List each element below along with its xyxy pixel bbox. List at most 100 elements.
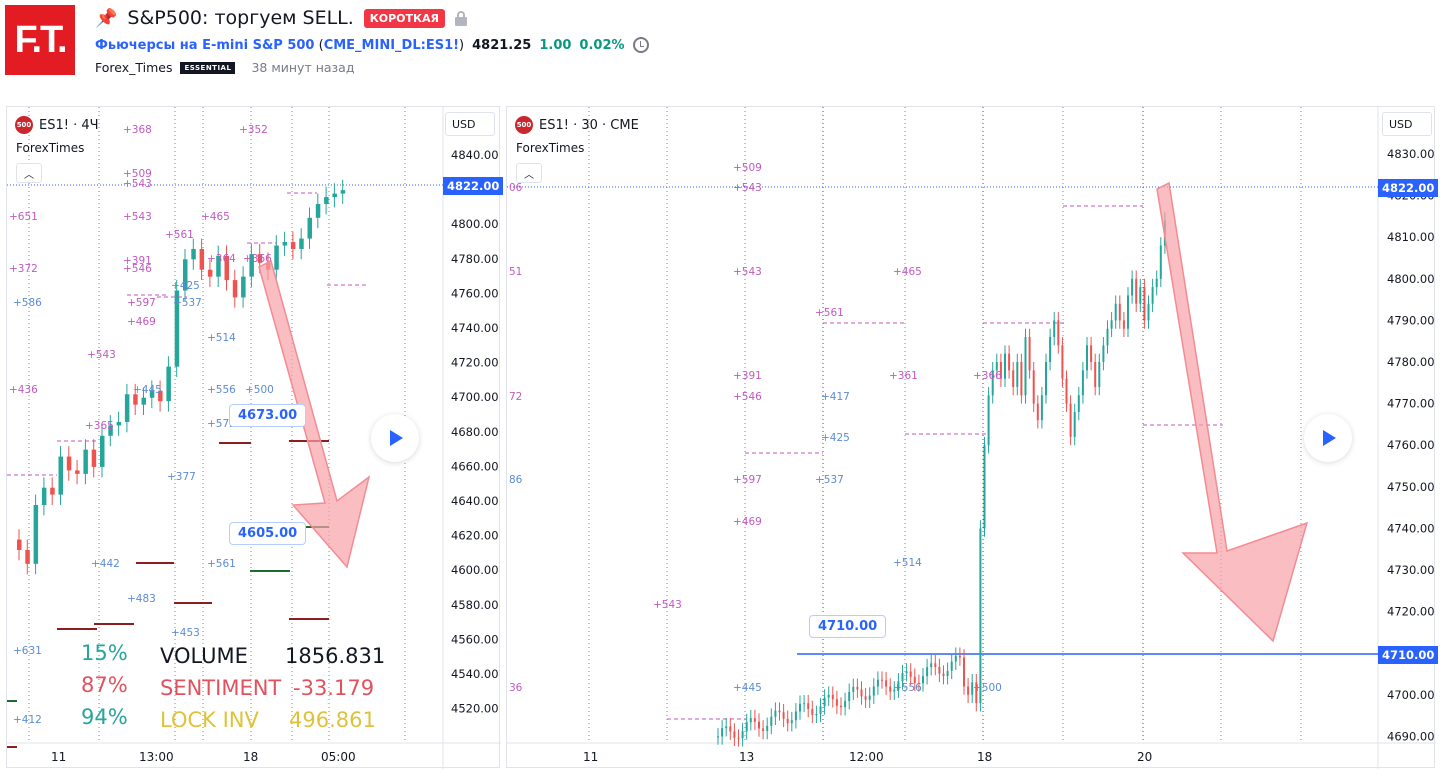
candle-body (100, 435, 105, 467)
y-tick-label: 4600.00 (451, 563, 499, 577)
candle-body (831, 694, 834, 700)
left-indicator-name[interactable]: ForexTimes (16, 141, 85, 155)
candle-body (766, 725, 769, 731)
candle-body (889, 686, 892, 692)
volume-annotation: +537 (173, 297, 202, 309)
stat-pct-2: 87% (81, 673, 128, 697)
short-badge: КОРОТКАЯ (363, 8, 446, 28)
candle-body (753, 718, 756, 722)
volume-annotation: +561 (207, 558, 236, 570)
candle-body (930, 663, 933, 668)
left-currency-button[interactable]: USD (445, 112, 495, 136)
alarm-clock-icon[interactable] (632, 37, 649, 53)
volume-annotation: +572 (207, 418, 236, 430)
candle-body (1118, 303, 1121, 321)
left-play-button[interactable] (371, 414, 419, 462)
y-tick-label: 4690.00 (1387, 729, 1435, 743)
candle-body (216, 255, 221, 277)
volume-annotation: +651 (9, 211, 38, 223)
right-chart-canvas[interactable]: +509 +543 06 51 +543 +465 +561 +391 +361 +366 72 +5… (507, 107, 1436, 769)
candle-body (803, 703, 806, 705)
volume-annotation: +561 (165, 229, 194, 241)
x-tick-label: 13:00 (139, 750, 174, 764)
candle-body (199, 248, 205, 270)
x-tick-label: 05:00 (321, 750, 356, 764)
candle-body (224, 255, 229, 281)
candle-body (958, 655, 961, 658)
right-currency-button[interactable]: USD (1382, 112, 1432, 136)
volume-annotation: +436 (9, 384, 38, 396)
candle-body (58, 456, 63, 495)
candle-body (1032, 370, 1035, 404)
symbol-link[interactable]: Фьючерсы на E-mini S&P 500 (CME_MINI_DL:… (95, 37, 465, 53)
candle-body (721, 728, 724, 737)
forex-times-logo[interactable]: F.T. (5, 5, 75, 75)
collapse-legend-button[interactable]: ︿ (16, 163, 42, 183)
symbol-name[interactable]: Фьючерсы на E-mini S&P 500 (95, 37, 315, 53)
candle-body (840, 705, 842, 708)
y-tick-label: 4540.00 (451, 667, 499, 681)
candle-body (770, 716, 773, 726)
play-icon (390, 430, 403, 446)
candle-body (774, 710, 777, 717)
candle-body (893, 689, 896, 692)
candle-body (66, 456, 72, 471)
candle-body (737, 737, 740, 739)
candle-body (241, 276, 246, 298)
published-time: 38 минут назад (251, 60, 355, 75)
volume-annotation: +556 (207, 384, 236, 396)
candle-body (938, 666, 941, 674)
volume-annotation: +366 (243, 253, 272, 265)
y-tick-label: 4730.00 (1387, 563, 1435, 577)
candle-body (1147, 303, 1150, 321)
volume-annotation: +597 (733, 474, 762, 486)
x-tick-label: 12:00 (849, 750, 884, 764)
volume-annotation: +377 (167, 471, 196, 483)
right-play-button[interactable] (1304, 414, 1352, 462)
right-chart-legend[interactable]: 500 ES1! · 30 · CME (515, 116, 639, 134)
candle-body (1081, 370, 1084, 396)
volume-annotation: +465 (201, 211, 230, 223)
volume-annotation: +469 (733, 516, 762, 528)
volume-annotation: +631 (13, 645, 42, 657)
x-tick-label: 11 (51, 750, 66, 764)
candle-body (1040, 395, 1043, 421)
candle-body (819, 706, 822, 714)
chevron-up-icon: ︿ (24, 169, 34, 181)
y-tick-label: 4810.00 (1387, 230, 1435, 244)
candle-body (815, 713, 818, 715)
left-chart-canvas[interactable]: +368 +352+509+543+651 +543 +465+561+372+391… (7, 107, 501, 769)
left-chart-legend[interactable]: 500 ES1! · 4Ч (15, 116, 99, 134)
right-indicator-name[interactable]: ForexTimes (516, 141, 585, 155)
candle-body (1135, 278, 1138, 304)
candle-body (191, 248, 196, 260)
volume-annotation: +364 (207, 253, 236, 265)
candle-body (207, 269, 213, 277)
volume-annotation: +556 (893, 682, 922, 694)
candle-body (745, 722, 748, 732)
right-collapse-legend-button[interactable]: ︿ (516, 163, 542, 183)
symbol-code[interactable]: CME_MINI_DL:ES1! (323, 37, 460, 53)
y-tick-label: 4660.00 (451, 459, 499, 473)
candle-body (124, 394, 130, 422)
volume-annotation: +537 (815, 474, 844, 486)
volume-annotation: 36 (509, 682, 523, 694)
candle-body (307, 217, 312, 239)
candle-body (971, 682, 974, 695)
candle-body (1061, 345, 1064, 379)
candle-body (975, 682, 978, 704)
volume-annotation: +500 (245, 384, 274, 396)
volume-annotation: +366 (973, 370, 1002, 382)
left-chart-panel[interactable]: +368 +352 +509 +543 +651 +543 +465 +561 +372 +391… (6, 106, 504, 769)
y-tick-label: 4800.00 (1387, 272, 1435, 286)
candle-body (33, 505, 39, 564)
volume-annotation: +546 (733, 391, 762, 403)
right-chart-panel[interactable]: +509 +543 06 51 +543 +465 +561 +391 +361 +366 72 +5… (506, 106, 1439, 769)
y-tick-label: 4740.00 (1387, 521, 1435, 535)
y-tick-label: 4750.00 (1387, 480, 1435, 494)
volume-annotation: +391 (123, 255, 152, 267)
author-name[interactable]: Forex_Times (95, 60, 173, 75)
candle-body (995, 362, 998, 371)
volume-annotation: +543 (653, 599, 682, 611)
x-tick-label: 18 (977, 750, 992, 764)
